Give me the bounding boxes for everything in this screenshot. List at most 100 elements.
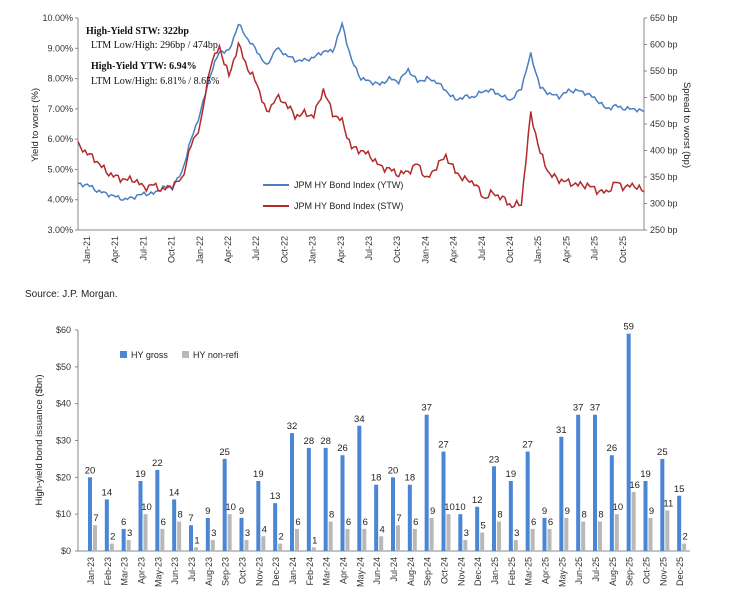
hy-nonrefi-data-label: 3 [245, 528, 250, 539]
x-tick-label: Jul-22 [251, 236, 261, 261]
bottom-x-tick-label: Oct-24 [440, 557, 450, 584]
hy-gross-bar [172, 499, 177, 551]
hy-nonrefi-bar [379, 536, 384, 551]
hy-gross-data-label: 26 [607, 443, 618, 454]
hy-gross-data-label: 27 [438, 440, 449, 451]
hy-nonrefi-bar [126, 539, 131, 551]
right-y-tick-label: 500 bp [650, 93, 678, 103]
right-y-axis-ticks: 650 bp 600 bp 550 bp 500 bp 450 bp 400 bp 350 … [644, 13, 678, 235]
bottom-x-tick-label: Feb-25 [507, 557, 517, 586]
bottom-x-tick-label: Mar-25 [524, 557, 534, 586]
hy-gross-data-label: 18 [405, 473, 416, 484]
hy-gross-data-label: 9 [239, 506, 244, 517]
hy-gross-bar [475, 506, 480, 551]
hy-nonrefi-bar [682, 543, 687, 551]
hy-gross-data-label: 7 [188, 513, 193, 524]
left-y-tick-label: 5.00% [47, 164, 73, 174]
right-y-tick-label: 600 bp [650, 40, 678, 50]
hy-gross-data-label: 28 [304, 436, 315, 447]
bottom-x-tick-label: Jul-25 [591, 557, 601, 582]
legend-swatch-hy-nonrefi [182, 351, 189, 358]
legend-label-ytw: JPM HY Bond Index (YTW) [294, 180, 403, 190]
right-y-tick-label: 550 bp [650, 66, 678, 76]
right-y-tick-label: 250 bp [650, 225, 678, 235]
x-tick-label: Jan-23 [308, 236, 318, 264]
bottom-x-tick-label: May-25 [557, 557, 567, 587]
bottom-x-tick-label: Feb-23 [103, 557, 113, 586]
hy-nonrefi-data-label: 10 [613, 502, 624, 513]
hy-gross-data-label: 6 [121, 517, 126, 528]
x-tick-label: Jul-25 [590, 236, 600, 261]
hy-nonrefi-data-label: 8 [598, 510, 603, 521]
hy-nonrefi-bar [396, 525, 400, 551]
hy-gross-bar [576, 414, 581, 551]
hy-gross-data-label: 27 [522, 440, 533, 451]
hy-nonrefi-bar [530, 528, 535, 551]
hy-nonrefi-data-label: 2 [683, 532, 688, 543]
hy-gross-bar [306, 447, 311, 551]
hy-nonrefi-data-label: 6 [363, 517, 368, 528]
x-tick-label: Oct-23 [392, 236, 402, 263]
hy-nonrefi-bar [143, 514, 148, 551]
hy-gross-data-label: 31 [556, 425, 567, 436]
bottom-y-tick-label: $40 [56, 399, 71, 409]
hy-nonrefi-bar [362, 528, 367, 551]
hy-nonrefi-data-label: 6 [161, 517, 166, 528]
x-tick-label: Oct-21 [167, 236, 177, 263]
left-y-tick-label: 7.00% [47, 104, 73, 114]
bottom-x-tick-label: Jul-23 [187, 557, 197, 582]
hy-gross-bar [424, 414, 429, 551]
hy-nonrefi-bar [614, 514, 619, 551]
bottom-x-tick-label: Oct-25 [642, 557, 652, 584]
hy-nonrefi-data-label: 6 [413, 517, 418, 528]
hy-nonrefi-data-label: 10 [141, 502, 152, 513]
x-tick-label: Jul-23 [364, 236, 374, 261]
hy-nonrefi-bar [446, 514, 451, 551]
bottom-x-tick-label: Sep-23 [221, 557, 231, 586]
legend-label-stw: JPM HY Bond Index (STW) [294, 201, 403, 211]
hy-gross-data-label: 19 [506, 469, 517, 480]
hy-nonrefi-data-label: 9 [565, 506, 570, 517]
bottom-x-tick-label: Jul-24 [389, 557, 399, 582]
hy-gross-data-label: 22 [152, 458, 163, 469]
hy-gross-bar [525, 451, 530, 551]
hy-gross-data-label: 9 [542, 506, 547, 517]
hy-gross-data-label: 59 [623, 322, 634, 333]
hy-nonrefi-bar [665, 510, 670, 551]
hy-nonrefi-bar [295, 528, 299, 551]
bottom-x-tick-label: Dec-23 [271, 557, 281, 586]
hy-nonrefi-data-label: 8 [329, 510, 334, 521]
legend-label-hy-nonrefi: HY non-refi [193, 350, 238, 360]
bottom-y-axis-label: High-yield bond issuance ($bn) [34, 375, 45, 506]
bottom-x-tick-label: Dec-25 [675, 557, 685, 586]
x-tick-label: Jan-22 [195, 236, 205, 264]
hy-gross-bar [626, 333, 631, 551]
bottom-y-tick-label: $60 [56, 325, 71, 335]
bottom-x-tick-label: Aug-23 [204, 557, 214, 586]
bottom-x-tick-label: Jun-25 [574, 557, 584, 585]
hy-nonrefi-data-label: 6 [295, 517, 300, 528]
bottom-x-tick-label: Jan-23 [86, 557, 96, 585]
bottom-x-tick-label: Jan-24 [288, 557, 298, 585]
hy-nonrefi-bar [513, 539, 518, 551]
hy-gross-bar [121, 528, 126, 551]
hy-gross-data-label: 20 [388, 465, 399, 476]
hy-nonrefi-data-label: 5 [481, 521, 486, 532]
hy-gross-bar [357, 425, 362, 551]
hy-gross-bar [273, 503, 278, 551]
hy-gross-bar [407, 484, 412, 551]
bottom-x-tick-label: May-23 [153, 557, 163, 587]
hy-nonrefi-bar [547, 528, 552, 551]
hy-nonrefi-data-label: 2 [279, 532, 284, 543]
x-tick-label: Apr-22 [223, 236, 233, 263]
hy-nonrefi-data-label: 7 [396, 513, 401, 524]
bottom-x-tick-label: Jun-24 [372, 557, 382, 585]
hy-gross-bar [205, 517, 210, 551]
hy-gross-data-label: 19 [640, 469, 651, 480]
hy-gross-data-label: 9 [205, 506, 210, 517]
left-y-tick-label: 8.00% [47, 74, 73, 84]
stw-annotation-range: LTM Low/High: 296bp / 474bp [91, 40, 218, 51]
x-tick-label: Apr-24 [449, 236, 459, 263]
hy-gross-data-label: 15 [674, 484, 685, 495]
